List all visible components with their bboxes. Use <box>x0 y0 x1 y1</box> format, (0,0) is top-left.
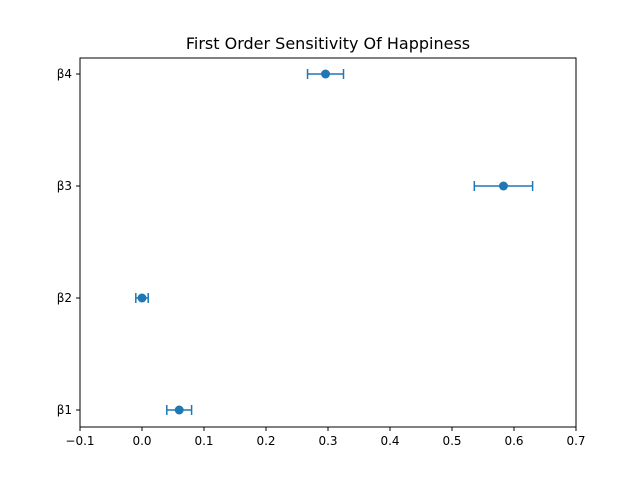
y-tick-label: β4 <box>57 67 72 81</box>
x-tick-label: 0.6 <box>504 434 523 448</box>
plot-frame <box>79 57 577 428</box>
x-tick-label: 0.4 <box>380 434 399 448</box>
y-tick-label: β1 <box>57 403 72 417</box>
data-point <box>321 69 331 79</box>
x-tick-label: 0.2 <box>256 434 275 448</box>
y-tick-label: β2 <box>57 291 72 305</box>
x-tick-label: −0.1 <box>65 434 94 448</box>
y-tick-label: β3 <box>57 179 72 193</box>
plot-marks <box>135 69 534 415</box>
x-tick-label: 0.3 <box>318 434 337 448</box>
data-point <box>498 181 508 191</box>
chart-title: First Order Sensitivity Of Happiness <box>186 34 470 53</box>
x-tick-label: 0.0 <box>132 434 151 448</box>
x-tick-label: 0.5 <box>442 434 461 448</box>
y-axis: β1 β2 β3 β4 <box>57 67 80 417</box>
x-tick-label: 0.7 <box>566 434 585 448</box>
x-axis: −0.1 0.0 0.1 0.2 0.3 0.4 0.5 0.6 0.7 <box>65 427 586 448</box>
data-point <box>174 405 184 415</box>
x-tick-label: 0.1 <box>194 434 213 448</box>
data-point <box>137 293 147 303</box>
